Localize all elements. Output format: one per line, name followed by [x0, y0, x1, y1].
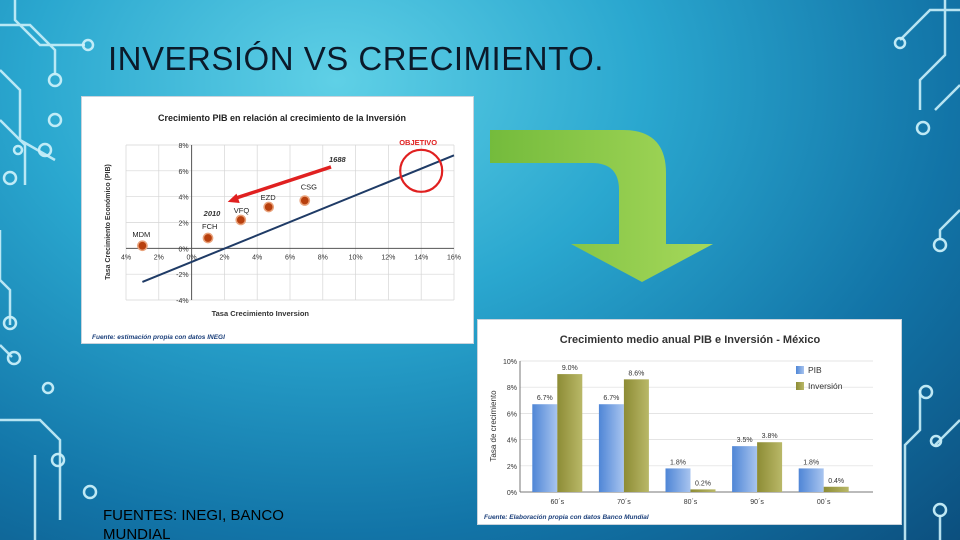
objective-circle [399, 148, 444, 193]
arrow-end-label: 1688 [329, 155, 347, 164]
bar-chart-panel: Crecimiento medio anual PIB e Inversión … [477, 319, 902, 525]
x-tick-label: 90´s [750, 499, 764, 506]
chart2-title: Crecimiento medio anual PIB e Inversión … [560, 334, 821, 346]
x-tick-label: 14% [414, 254, 428, 261]
x-tick-label: 80´s [684, 499, 698, 506]
point-label: VFQ [234, 206, 250, 215]
y-tick-label: 4% [507, 438, 517, 445]
x-tick-label: 60´s [550, 499, 564, 506]
data-point [235, 214, 247, 226]
x-tick-label: 6% [285, 254, 295, 261]
inversion-bar [757, 442, 783, 492]
x-tick-label: 8% [318, 254, 328, 261]
inversion-bar [823, 486, 849, 492]
y-tick-label: 4% [178, 195, 188, 202]
point-label: MDM [132, 230, 150, 239]
x-tick-label: 12% [381, 254, 395, 261]
bar-value-label: 6.7% [603, 395, 619, 402]
pib-bar [732, 446, 758, 492]
legend-swatch [796, 366, 804, 374]
y-tick-label: 2% [178, 221, 188, 228]
bar-value-label: 6.7% [537, 395, 553, 402]
trend-arrow-shaft [236, 165, 332, 200]
x-tick-label: 10% [349, 254, 363, 261]
y-tick-label: -4% [176, 298, 188, 305]
x-tick-label: 70´s [617, 499, 631, 506]
bar-value-label: 3.8% [762, 433, 778, 440]
point-label: FCH [202, 222, 217, 231]
x-tick-label: 16% [447, 254, 461, 261]
sources-note: FUENTES: INEGI, BANCO MUNDIAL [103, 507, 284, 540]
data-point [299, 195, 311, 206]
y-axis-title: Tasa de crecimiento [489, 390, 498, 462]
bar-value-label: 0.2% [695, 480, 711, 487]
down-right-arrow [490, 130, 713, 282]
bar-value-label: 1.8% [670, 459, 686, 466]
slide-title: INVERSIÓN VS CRECIMIENTO. [108, 40, 604, 77]
inversion-bar [690, 489, 716, 492]
y-tick-label: 6% [507, 411, 517, 418]
legend-swatch [796, 382, 804, 390]
chart2-source: Fuente: Elaboración propia con datos Ban… [484, 514, 649, 521]
bar-value-label: 8.6% [628, 370, 644, 377]
y-tick-label: 2% [507, 464, 517, 471]
pib-bar [798, 468, 824, 492]
scatter-chart-panel: Crecimiento PIB en relación al crecimien… [81, 96, 474, 344]
objective-label: OBJETIVO [399, 138, 437, 147]
point-label: CSG [301, 183, 317, 192]
y-tick-label: 0% [507, 490, 517, 497]
chart1-source: Fuente: estimación propia con datos INEG… [92, 334, 225, 341]
inversion-bar [557, 374, 583, 492]
x-tick-label: 2% [154, 254, 164, 261]
trend-line [142, 154, 455, 283]
x-tick-label: 00´s [817, 499, 831, 506]
pib-bar [665, 468, 691, 492]
legend-label: Inversión [808, 381, 843, 391]
inversion-bar [623, 379, 649, 492]
y-tick-label: 6% [178, 169, 188, 176]
x-tick-label: 4% [252, 254, 262, 261]
y-tick-label: 10% [503, 359, 517, 366]
x-axis-title: Tasa Crecimiento Inversion [212, 309, 310, 318]
scatter-chart: Crecimiento PIB en relación al crecimien… [92, 113, 461, 341]
trend-arrow-head [227, 193, 240, 204]
bar-value-label: 9.0% [562, 365, 578, 372]
y-tick-label: 8% [178, 143, 188, 150]
y-tick-label: 0% [178, 246, 188, 253]
y-tick-label: -2% [176, 272, 188, 279]
bar-value-label: 0.4% [828, 478, 844, 485]
legend-label: PIB [808, 365, 822, 375]
data-point [137, 240, 148, 252]
arrow-start-label: 2010 [203, 209, 222, 218]
y-tick-label: 8% [507, 385, 517, 392]
x-tick-label: 4% [121, 254, 131, 261]
pib-bar [598, 404, 624, 492]
chart1-title: Crecimiento PIB en relación al crecimien… [158, 113, 406, 123]
y-axis-title: Tasa Crecimiento Económico (PIB) [105, 164, 112, 280]
x-tick-label: 0% [187, 254, 197, 261]
bar-value-label: 1.8% [803, 459, 819, 466]
data-point [202, 232, 214, 244]
bar-value-label: 3.5% [737, 437, 753, 444]
bar-chart: Crecimiento medio anual PIB e Inversión … [484, 334, 873, 521]
point-label: EZD [261, 193, 277, 202]
x-tick-label: 2% [219, 254, 229, 261]
pib-bar [532, 404, 558, 492]
data-point [263, 201, 275, 213]
